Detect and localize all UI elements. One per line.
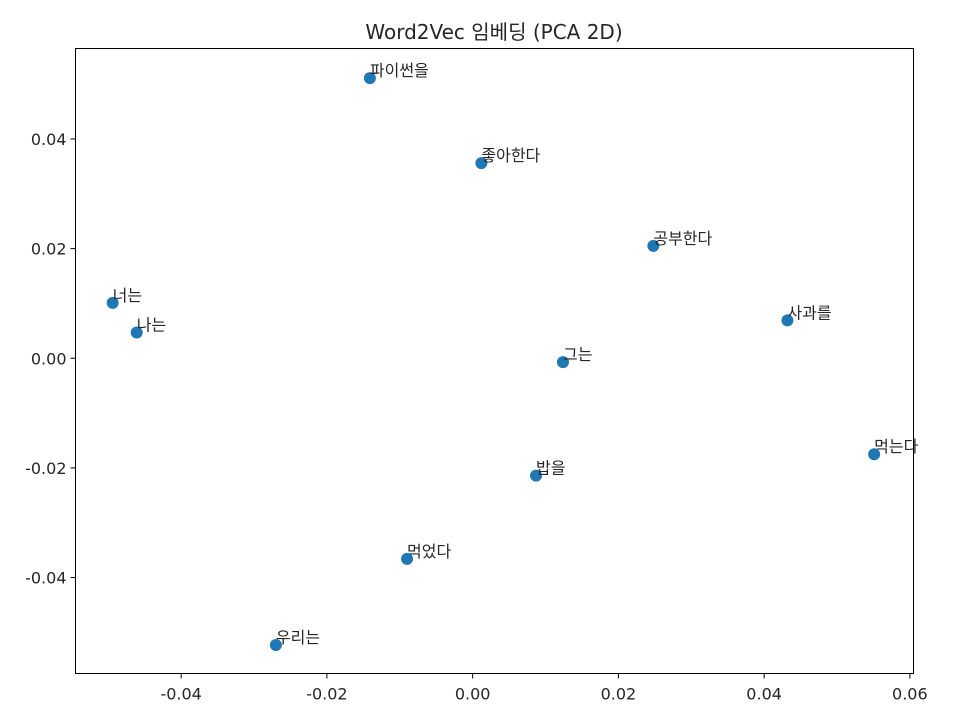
point-label: 좋아한다 [481, 146, 540, 165]
y-tick-label: 0.02 [31, 240, 67, 259]
point-label: 너는 [113, 286, 142, 305]
point-label: 먹는다 [874, 437, 918, 456]
y-tick-label: -0.04 [25, 569, 66, 588]
point-label: 그는 [563, 345, 592, 364]
data-point [647, 239, 660, 252]
data-point [401, 552, 414, 565]
x-axis: -0.04 -0.02 0.00 0.02 0.04 0.06 [160, 673, 928, 704]
data-point [363, 72, 376, 85]
data-point [475, 157, 488, 170]
y-tick-label: 0.00 [31, 349, 67, 368]
point-label: 밥을 [536, 459, 565, 478]
point-label: 파이썬을 [370, 61, 429, 80]
point-label: 사과를 [787, 303, 831, 322]
data-point [530, 469, 543, 482]
y-tick-label: -0.02 [25, 459, 66, 478]
data-point [130, 326, 143, 339]
plot-frame [75, 48, 914, 674]
chart-title: Word2Vec 임베딩 (PCA 2D) [365, 20, 622, 44]
data-point [106, 296, 119, 309]
data-point [269, 638, 282, 651]
data-points [106, 72, 881, 651]
y-tick-label: 0.04 [31, 130, 67, 149]
x-tick-label: 0.00 [455, 685, 491, 704]
x-tick-label: -0.04 [160, 685, 201, 704]
point-label: 공부한다 [653, 229, 712, 248]
x-tick-label: 0.06 [892, 685, 928, 704]
data-point [781, 314, 794, 327]
point-label: 우리는 [276, 628, 320, 647]
x-tick-label: 0.04 [746, 685, 782, 704]
data-point [556, 356, 569, 369]
y-axis: -0.04 -0.02 0.00 0.02 0.04 [25, 130, 76, 588]
data-point [868, 448, 881, 461]
x-tick-label: -0.02 [306, 685, 347, 704]
point-label: 먹었다 [407, 542, 451, 561]
point-label: 나는 [137, 315, 166, 334]
x-tick-label: 0.02 [601, 685, 637, 704]
